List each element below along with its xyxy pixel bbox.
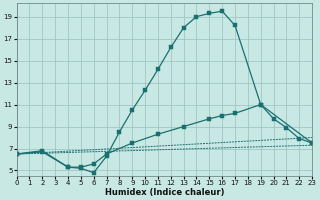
X-axis label: Humidex (Indice chaleur): Humidex (Indice chaleur) xyxy=(105,188,224,197)
